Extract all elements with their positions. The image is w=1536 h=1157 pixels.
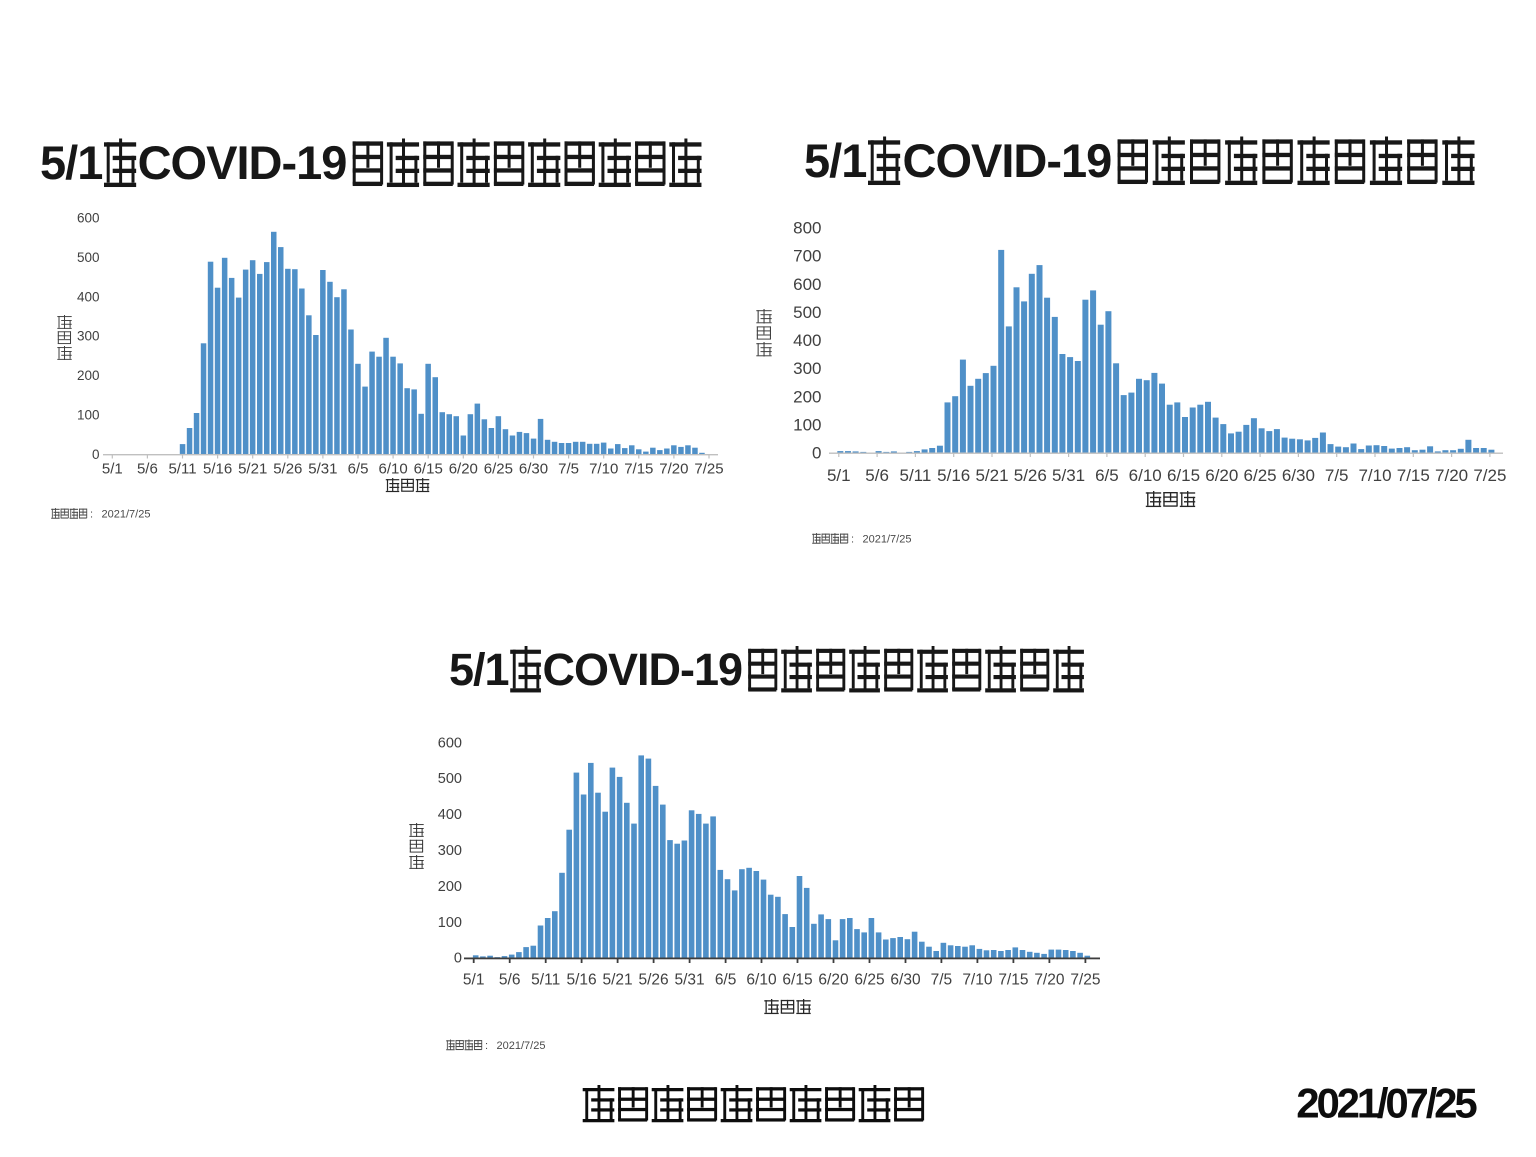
svg-text:0: 0 <box>454 951 462 967</box>
svg-text:5/1: 5/1 <box>40 136 102 189</box>
svg-text:5/1: 5/1 <box>804 134 866 187</box>
svg-text:7/20: 7/20 <box>659 461 688 478</box>
svg-text:6/30: 6/30 <box>1282 466 1315 485</box>
svg-text:6/20: 6/20 <box>818 972 849 989</box>
svg-text:0: 0 <box>92 447 100 462</box>
svg-text:5/1: 5/1 <box>827 466 851 485</box>
svg-text:5/26: 5/26 <box>1014 466 1047 485</box>
svg-text:6/10: 6/10 <box>1129 466 1162 485</box>
svg-text:7/5: 7/5 <box>558 461 579 478</box>
svg-text:300: 300 <box>77 329 100 344</box>
svg-text:6/15: 6/15 <box>414 461 443 478</box>
svg-text:7/20: 7/20 <box>1034 972 1065 989</box>
svg-text:6/15: 6/15 <box>782 972 812 989</box>
svg-text:400: 400 <box>438 807 462 823</box>
svg-text:6/10: 6/10 <box>746 972 777 989</box>
svg-text:7/15: 7/15 <box>624 461 653 478</box>
svg-text:6/5: 6/5 <box>715 972 737 989</box>
svg-text:7/25: 7/25 <box>694 461 723 478</box>
svg-text:500: 500 <box>438 771 462 787</box>
svg-text:7/20: 7/20 <box>1435 466 1468 485</box>
svg-text:2021/7/25: 2021/7/25 <box>102 508 151 520</box>
svg-text:300: 300 <box>438 843 462 859</box>
svg-text:5/1: 5/1 <box>463 972 485 989</box>
svg-text:5/6: 5/6 <box>499 972 521 989</box>
svg-text:7/15: 7/15 <box>1397 466 1430 485</box>
svg-text:7/10: 7/10 <box>589 461 618 478</box>
svg-text:5/16: 5/16 <box>203 461 232 478</box>
svg-text:5/16: 5/16 <box>567 972 597 989</box>
svg-text:COVID-19: COVID-19 <box>903 134 1112 187</box>
svg-text:5/1: 5/1 <box>102 461 123 478</box>
svg-text:5/31: 5/31 <box>308 461 337 478</box>
svg-text:5/1: 5/1 <box>449 644 509 695</box>
svg-text:300: 300 <box>793 359 821 378</box>
svg-text:7/5: 7/5 <box>931 972 953 989</box>
svg-text:5/21: 5/21 <box>238 461 267 478</box>
svg-text:7/15: 7/15 <box>998 972 1028 989</box>
svg-text:6/25: 6/25 <box>1244 466 1277 485</box>
svg-text:COVID-19: COVID-19 <box>138 136 347 189</box>
svg-text:600: 600 <box>438 735 462 751</box>
svg-text:2021/7/25: 2021/7/25 <box>863 533 912 545</box>
svg-text:5/6: 5/6 <box>865 466 889 485</box>
svg-text:400: 400 <box>77 289 100 304</box>
svg-text:200: 200 <box>77 368 100 383</box>
svg-text:6/15: 6/15 <box>1167 466 1200 485</box>
svg-text:6/30: 6/30 <box>890 972 921 989</box>
svg-text:6/5: 6/5 <box>348 461 369 478</box>
svg-text:0: 0 <box>812 444 821 463</box>
svg-text:6/20: 6/20 <box>1205 466 1238 485</box>
svg-text:5/11: 5/11 <box>899 466 931 485</box>
svg-text:500: 500 <box>77 250 100 265</box>
svg-text::: : <box>485 1040 488 1052</box>
svg-text:7/5: 7/5 <box>1325 466 1349 485</box>
svg-text::: : <box>851 533 854 545</box>
svg-text:2021/7/25: 2021/7/25 <box>497 1040 546 1052</box>
svg-text:400: 400 <box>793 331 821 350</box>
svg-text:7/10: 7/10 <box>962 972 993 989</box>
svg-text:COVID-19: COVID-19 <box>543 644 743 695</box>
svg-text:6/30: 6/30 <box>519 461 548 478</box>
svg-text:7/25: 7/25 <box>1473 466 1506 485</box>
svg-text:6/25: 6/25 <box>854 972 884 989</box>
svg-text:6/5: 6/5 <box>1095 466 1119 485</box>
svg-text:100: 100 <box>793 416 821 435</box>
svg-text:5/26: 5/26 <box>273 461 302 478</box>
svg-text:7/25: 7/25 <box>1070 972 1100 989</box>
svg-text:200: 200 <box>438 879 462 895</box>
svg-text:100: 100 <box>77 408 100 423</box>
svg-text:600: 600 <box>77 211 100 226</box>
svg-text:7/10: 7/10 <box>1358 466 1391 485</box>
svg-text:500: 500 <box>793 303 821 322</box>
svg-text:800: 800 <box>793 219 821 238</box>
svg-text:5/21: 5/21 <box>975 466 1008 485</box>
svg-text:5/6: 5/6 <box>137 461 158 478</box>
svg-text:700: 700 <box>793 247 821 266</box>
svg-text:6/20: 6/20 <box>449 461 478 478</box>
svg-text:5/21: 5/21 <box>603 972 633 989</box>
svg-text:5/16: 5/16 <box>937 466 970 485</box>
svg-text:6/10: 6/10 <box>378 461 407 478</box>
svg-text:100: 100 <box>438 915 462 931</box>
svg-text:5/31: 5/31 <box>1052 466 1085 485</box>
svg-text:600: 600 <box>793 275 821 294</box>
svg-text:5/11: 5/11 <box>531 972 560 989</box>
svg-text::: : <box>90 508 93 520</box>
svg-text:6/25: 6/25 <box>484 461 513 478</box>
svg-text:5/26: 5/26 <box>639 972 669 989</box>
svg-text:5/11: 5/11 <box>168 461 196 478</box>
svg-text:200: 200 <box>793 387 821 406</box>
svg-text:5/31: 5/31 <box>675 972 705 989</box>
svg-text:2021/07/25: 2021/07/25 <box>1296 1079 1477 1126</box>
